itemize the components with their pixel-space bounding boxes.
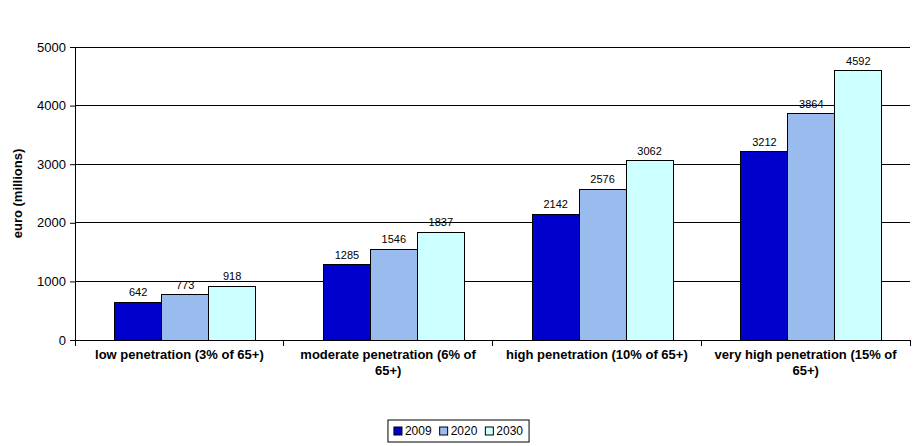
x-tick-label: very high penetration (15% of65+) bbox=[715, 347, 898, 378]
y-tick-mark bbox=[70, 106, 75, 107]
data-label: 4592 bbox=[846, 55, 870, 67]
legend-item: 2030 bbox=[485, 424, 523, 438]
grid bbox=[75, 47, 910, 340]
y-tick: 5000 bbox=[37, 40, 75, 55]
legend-item: 2009 bbox=[394, 424, 432, 438]
x-separator bbox=[75, 340, 76, 346]
bars bbox=[115, 71, 882, 340]
y-tick-label: 4000 bbox=[37, 98, 66, 113]
data-label: 642 bbox=[129, 286, 147, 298]
bar bbox=[741, 152, 788, 340]
bar bbox=[370, 249, 417, 340]
y-axis-line bbox=[70, 48, 76, 341]
x-separator bbox=[492, 340, 493, 346]
legend-label: 2020 bbox=[451, 424, 478, 438]
y-tick: 4000 bbox=[37, 98, 75, 113]
bar bbox=[162, 295, 209, 340]
legend-box bbox=[388, 420, 529, 442]
data-label: 1837 bbox=[429, 216, 453, 228]
x-tick: low penetration (3% of 65+) bbox=[95, 340, 264, 362]
x-separator bbox=[910, 340, 911, 346]
x-axis: low penetration (3% of 65+) moderate pene… bbox=[76, 340, 911, 378]
data-label: 1546 bbox=[382, 233, 406, 245]
x-tick-label: low penetration (3% of 65+) bbox=[95, 347, 264, 362]
x-tick: moderate penetration (6% of65+) bbox=[300, 340, 476, 378]
chart: 642 1285 2142 3212 773 1546 2576 3864 918 1837 306… bbox=[0, 0, 917, 446]
bar bbox=[532, 214, 579, 340]
y-tick: 2000 bbox=[37, 215, 75, 230]
plot: 642 1285 2142 3212 773 1546 2576 3864 918 1837 306… bbox=[37, 40, 910, 379]
legend: 2009 2020 2030 bbox=[388, 420, 529, 442]
y-tick-mark bbox=[70, 47, 75, 48]
data-label: 2576 bbox=[590, 173, 614, 185]
bar bbox=[579, 189, 626, 340]
y-tick-label: 0 bbox=[59, 333, 66, 348]
y-tick-mark bbox=[70, 164, 75, 165]
data-label: 3062 bbox=[637, 145, 661, 157]
legend-label: 2030 bbox=[496, 424, 523, 438]
x-tick-label: high penetration (10% of 65+) bbox=[506, 347, 688, 362]
y-tick: 0 bbox=[59, 333, 75, 348]
data-label: 918 bbox=[223, 270, 241, 282]
bar bbox=[417, 232, 464, 340]
legend-item: 2020 bbox=[440, 424, 478, 438]
bar bbox=[115, 302, 162, 340]
y-tick: 3000 bbox=[37, 157, 75, 172]
data-labels: 642 1285 2142 3212 773 1546 2576 3864 918 1837 306… bbox=[129, 55, 871, 298]
y-tick-mark bbox=[70, 223, 75, 224]
x-separators bbox=[75, 340, 910, 346]
legend-swatch bbox=[485, 427, 493, 435]
y-tick-mark bbox=[70, 281, 75, 282]
bar bbox=[323, 265, 370, 340]
data-label: 3212 bbox=[752, 136, 776, 148]
legend-swatch bbox=[440, 427, 448, 435]
grid-line bbox=[75, 47, 910, 48]
x-tick: high penetration (10% of 65+) bbox=[506, 340, 688, 362]
y-axis: 0 1000 2000 3000 4000 5000 bbox=[37, 40, 75, 348]
bar bbox=[788, 114, 835, 340]
bar bbox=[626, 161, 673, 340]
x-tick: very high penetration (15% of65+) bbox=[715, 340, 898, 378]
x-separator bbox=[701, 340, 702, 346]
legend-label: 2009 bbox=[405, 424, 432, 438]
legend-swatch bbox=[394, 427, 402, 435]
x-tick-label: moderate penetration (6% of65+) bbox=[300, 347, 476, 378]
data-label: 773 bbox=[176, 279, 194, 291]
data-label: 1285 bbox=[335, 249, 359, 261]
data-label: 2142 bbox=[543, 198, 567, 210]
bar bbox=[209, 286, 256, 340]
y-tick-label: 3000 bbox=[37, 157, 66, 172]
data-label: 3864 bbox=[799, 98, 823, 110]
y-tick-label: 5000 bbox=[37, 40, 66, 55]
y-tick-mark bbox=[70, 340, 75, 341]
bar bbox=[835, 71, 882, 340]
x-separator bbox=[283, 340, 284, 346]
y-tick: 1000 bbox=[37, 274, 75, 289]
y-tick-label: 2000 bbox=[37, 215, 66, 230]
y-axis-title: euro (millions) bbox=[10, 149, 25, 239]
y-tick-label: 1000 bbox=[37, 274, 66, 289]
grid-line bbox=[75, 105, 910, 106]
